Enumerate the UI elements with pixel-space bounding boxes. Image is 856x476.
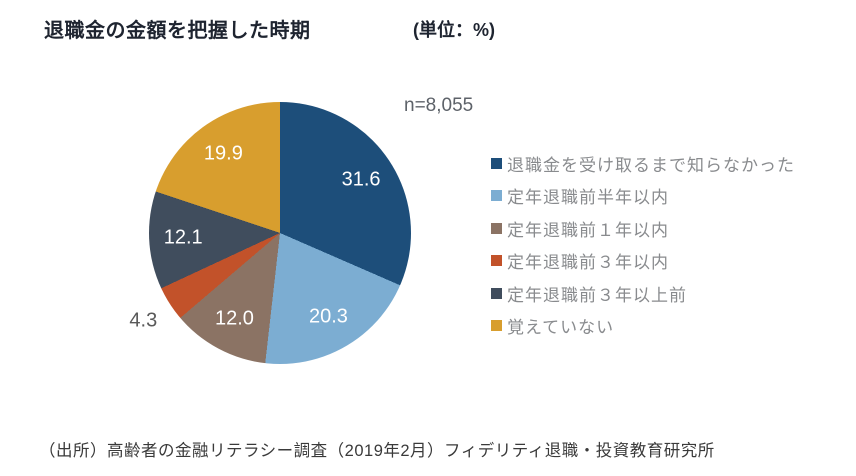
legend-swatch-icon <box>491 222 502 234</box>
legend: 退職金を受け取るまで知らなかった 定年退職前半年以内 定年退職前１年以内 定年退職前３… <box>491 147 795 342</box>
sample-size-label: n=8,055 <box>404 95 474 116</box>
legend-item: 定年退職前１年以内 <box>491 212 795 245</box>
legend-swatch-icon <box>491 287 502 299</box>
legend-swatch-icon <box>491 190 502 202</box>
pie-slice-label: 20.3 <box>309 305 348 328</box>
pie-slice-label: 4.3 <box>129 309 158 332</box>
legend-item-label: 定年退職前半年以内 <box>507 188 669 208</box>
legend-item-label: 覚えていない <box>507 318 615 338</box>
legend-item-label: 定年退職前３年以内 <box>507 253 669 273</box>
unit-label: (単位：%) <box>413 20 495 40</box>
pie-circle <box>149 102 411 364</box>
pie-slice-label: 19.9 <box>203 142 243 165</box>
pie-chart: 31.6 20.3 12.0 4.3 12.1 19.9 <box>129 102 411 364</box>
pie-slice-label: 12.0 <box>214 307 254 330</box>
legend-item: 定年退職前半年以内 <box>491 180 795 213</box>
legend-swatch-icon <box>491 320 502 332</box>
legend-item: 退職金を受け取るまで知らなかった <box>491 147 795 180</box>
legend-item: 定年退職前３年以内 <box>491 245 795 278</box>
chart-title: 退職金の金額を把握した時期 <box>44 20 311 42</box>
source-note: （出所）高齢者の金融リテラシー調査（2019年2月）フィデリティ退職・投資教育研… <box>39 442 715 460</box>
legend-swatch-icon <box>491 157 502 169</box>
legend-item: 覚えていない <box>491 310 795 343</box>
pie-slice-label: 12.1 <box>163 226 203 249</box>
legend-swatch-icon <box>491 255 502 267</box>
legend-item-label: 退職金を受け取るまで知らなかった <box>507 155 795 175</box>
legend-item-label: 定年退職前１年以内 <box>507 220 669 240</box>
pie-slice-label: 31.6 <box>341 168 381 191</box>
legend-item: 定年退職前３年以上前 <box>491 277 795 310</box>
legend-item-label: 定年退職前３年以上前 <box>507 285 687 305</box>
